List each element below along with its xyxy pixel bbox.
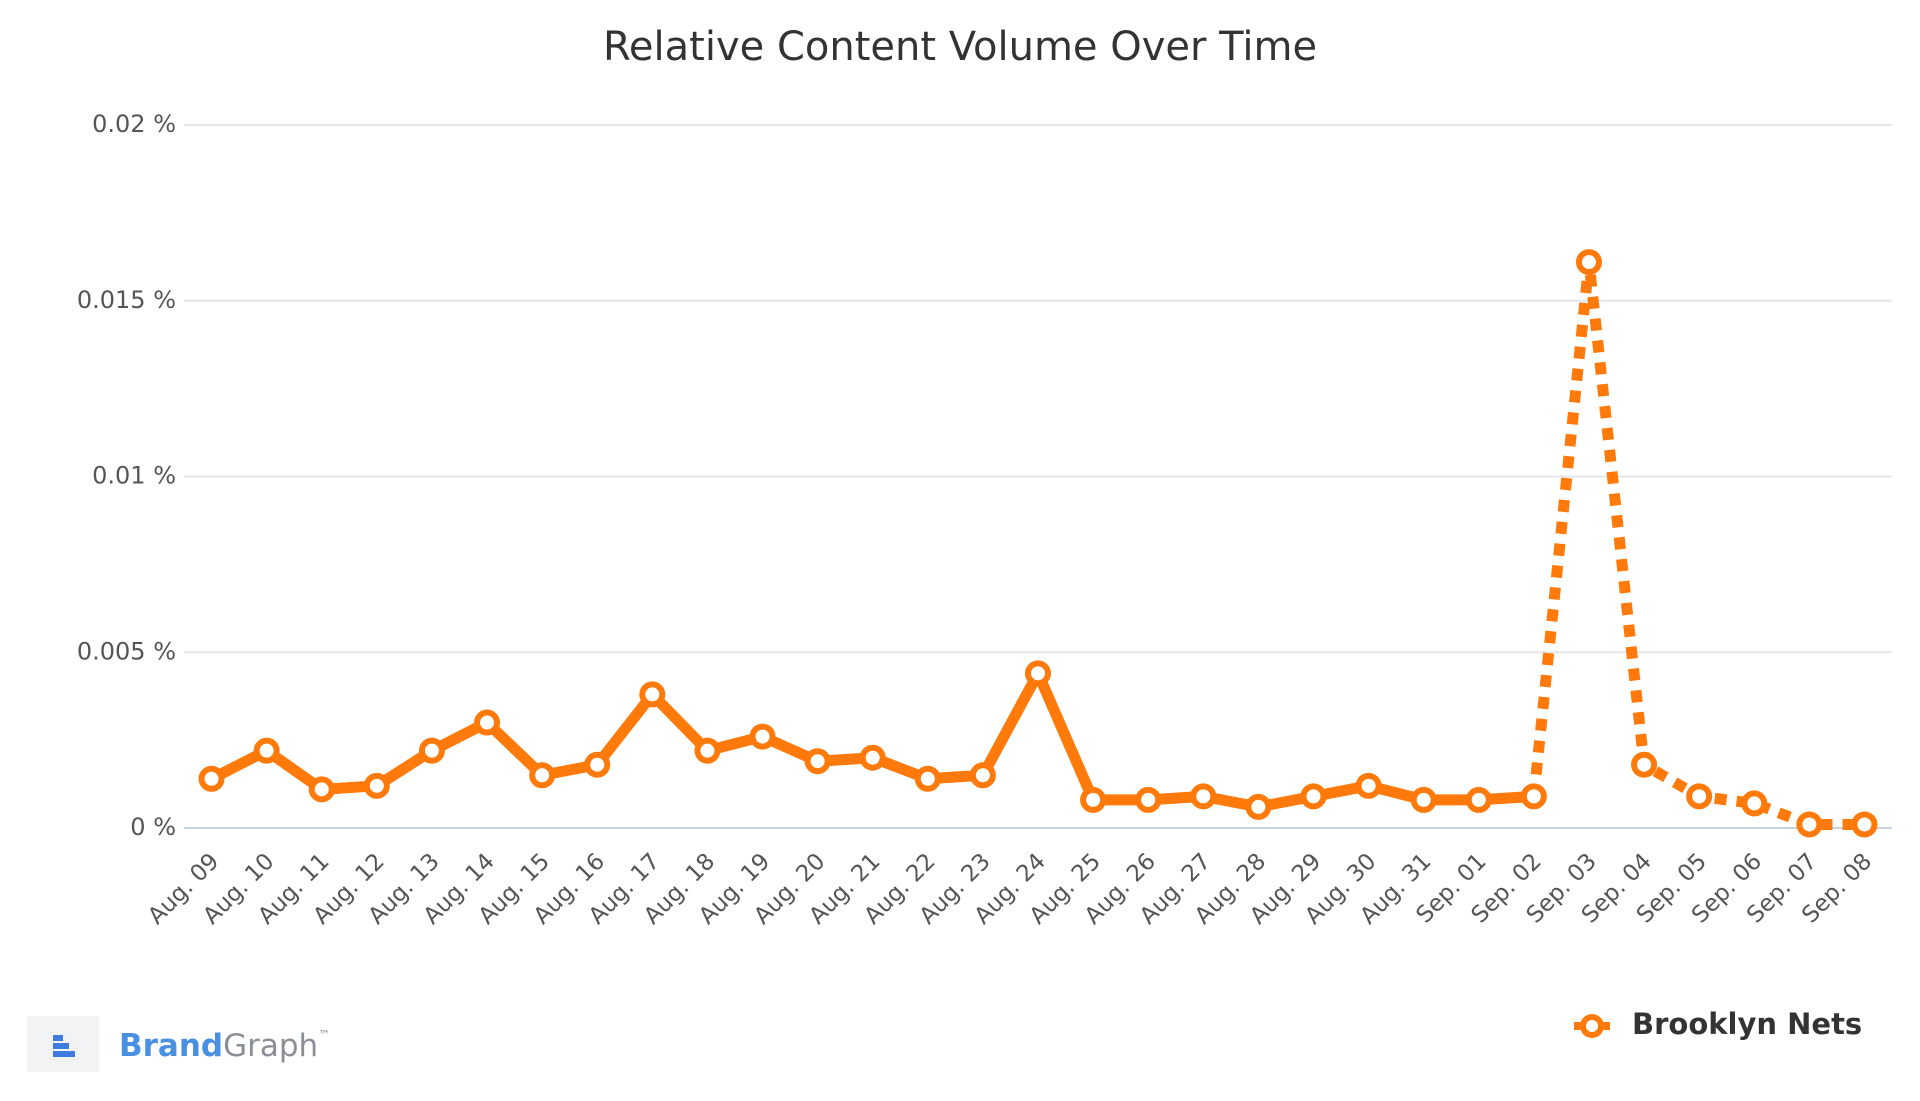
line [209,667,1535,813]
marker [253,737,280,764]
marker [198,765,225,792]
y-tick-label: 0 % [130,813,176,841]
legend-label: Brooklyn Nets [1632,1007,1862,1041]
marker [1355,772,1382,799]
marker [1465,786,1492,813]
marker [1741,790,1768,817]
legend-marker [1580,1014,1604,1038]
marker [969,762,996,789]
marker [1686,783,1713,810]
logo-icon [53,1035,63,1041]
marker [474,709,501,736]
marker [363,772,390,799]
marker [308,776,335,803]
marker [418,737,445,764]
logo-part: Graph [223,1028,318,1064]
marker [1025,660,1051,687]
marker [1245,793,1272,820]
marker [749,723,776,750]
logo-part: ™ [318,1028,330,1042]
marker [1575,249,1602,276]
marker [1190,783,1217,810]
logo-part: Brand [119,1028,223,1064]
logo-icon [53,1043,69,1049]
chart-title: Relative Content Volume Over Time [603,24,1317,70]
logo-icon [53,1051,75,1057]
y-tick-label: 0.005 % [77,637,176,665]
marker [1796,811,1823,838]
marker [1300,783,1327,810]
marker [694,737,721,764]
marker [639,681,666,708]
marker [804,748,831,775]
y-tick-label: 0.02 % [92,110,176,138]
marker [1520,783,1547,810]
marker [584,751,611,778]
y-tick-label: 0.01 % [92,462,176,490]
marker [1135,786,1162,813]
marker [529,762,556,789]
logo-text: BrandGraph™ [119,1028,330,1064]
line-dashed [1528,256,1865,830]
y-tick-label: 0.015 % [77,286,176,314]
marker [1080,786,1107,813]
marker [1410,786,1437,813]
marker [914,765,941,792]
marker [1851,811,1878,838]
marker [859,744,886,771]
marker [1631,751,1658,778]
logo: BrandGraph™ [27,1016,330,1072]
